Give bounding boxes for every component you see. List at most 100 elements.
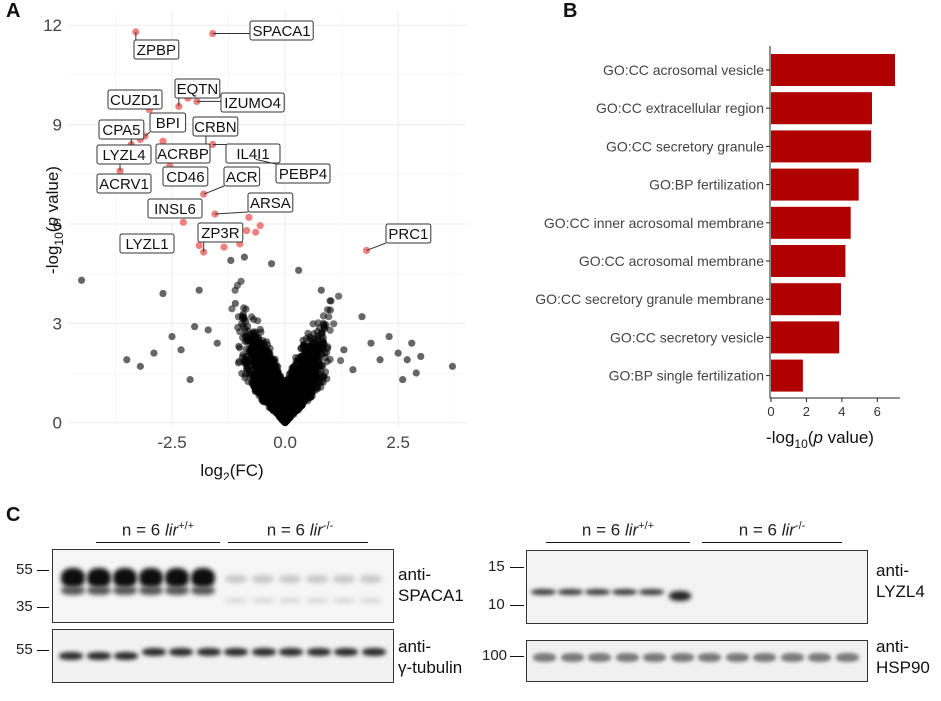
volcano-point-nonsig xyxy=(251,382,259,390)
go-x-axis-label: -log10(p value) xyxy=(766,428,874,451)
volcano-point-nonsig xyxy=(412,369,420,377)
volcano-point-nonsig xyxy=(311,377,319,385)
blot-band xyxy=(139,568,163,588)
label-anti-lyzl4: anti- LYZL4 xyxy=(876,561,925,601)
gene-label-acrbp: ACRBP xyxy=(155,143,211,164)
go-bar xyxy=(771,54,895,86)
blot-band xyxy=(835,653,859,662)
gene-label-box xyxy=(197,222,244,243)
gene-label-text: INSL6 xyxy=(154,201,196,218)
gene-label-box xyxy=(155,143,211,164)
volcano-plot: SPACA1 ZPBP EQTN CUZD1 IZUMO4 BPI CRBN CPA5 LYZL… xyxy=(43,12,466,480)
blot-lyzl4 xyxy=(526,550,868,624)
gene-label-zpbp: ZPBP xyxy=(133,31,180,60)
volcano-point-nonsig xyxy=(335,292,343,300)
volcano-point-nonsig xyxy=(204,326,212,334)
blot-band xyxy=(780,653,804,662)
volcano-point-nonsig xyxy=(195,286,203,294)
volcano-point-nonsig xyxy=(358,313,366,321)
volcano-point-nonsig xyxy=(312,342,320,350)
gene-label-box xyxy=(98,119,145,140)
gene-label-text: PEBP4 xyxy=(279,166,327,183)
right-group2-line xyxy=(702,542,842,543)
volcano-point-nonsig xyxy=(262,381,270,389)
volcano-point-nonsig xyxy=(318,374,326,382)
gene-label-box xyxy=(174,78,221,99)
blot-band xyxy=(279,648,303,656)
volcano-point-sig xyxy=(243,226,251,235)
gene-label-connector xyxy=(366,242,387,251)
blot-band xyxy=(588,653,611,662)
volcano-point-nonsig xyxy=(267,361,275,369)
volcano-point-nonsig xyxy=(123,356,131,364)
volcano-point-nonsig xyxy=(234,359,243,367)
volcano-point-nonsig xyxy=(326,297,334,305)
volcano-point-nonsig xyxy=(309,357,317,365)
mw-tick xyxy=(510,567,524,568)
blot-band xyxy=(113,586,137,595)
volcano-point-nonsig xyxy=(321,368,330,376)
blot-band xyxy=(612,589,637,595)
gene-label-box xyxy=(220,92,285,113)
y-tick-label: 12 xyxy=(43,16,62,35)
volcano-point-nonsig xyxy=(399,376,407,384)
volcano-point-nonsig xyxy=(168,332,176,341)
gene-label-box xyxy=(107,89,163,110)
go-bar xyxy=(771,359,803,392)
gene-label-box xyxy=(119,233,175,254)
gene-label-crbn: CRBN xyxy=(192,116,239,148)
gene-label-arsa: ARSA xyxy=(214,192,294,215)
right-group1-line xyxy=(546,542,690,543)
left-group2-line xyxy=(228,542,368,543)
volcano-point-sig xyxy=(195,241,203,250)
volcano-point-nonsig xyxy=(239,334,247,342)
volcano-point-nonsig xyxy=(239,310,247,318)
blot-band xyxy=(360,575,382,583)
gene-label-box xyxy=(147,198,203,219)
volcano-point-nonsig xyxy=(302,335,310,343)
volcano-point-nonsig xyxy=(376,356,384,364)
blot-band xyxy=(670,653,694,662)
gene-label-spaca1: SPACA1 xyxy=(212,20,314,41)
volcano-point-nonsig xyxy=(150,349,158,357)
blot-band xyxy=(306,598,328,603)
left-group2-header: n = 6 lir-/- xyxy=(266,520,334,540)
blot-spaca1 xyxy=(52,549,394,623)
volcano-point-nonsig xyxy=(315,356,323,364)
volcano-point-sig xyxy=(209,140,217,149)
label-anti-hsp90: anti- HSP90 xyxy=(876,637,930,677)
volcano-point-nonsig xyxy=(254,343,262,351)
volcano-point-nonsig xyxy=(312,364,320,372)
go-x-ticks: 0 2 4 6 xyxy=(767,398,881,419)
right-group2-header: n = 6 lir-/- xyxy=(738,520,806,540)
blot-band xyxy=(86,652,111,660)
gene-label-box xyxy=(249,20,314,41)
mw-55-left-top: 55 xyxy=(16,561,33,578)
volcano-point-nonsig xyxy=(394,349,402,357)
gene-label-izumo4: IZUMO4 xyxy=(196,92,285,113)
blot-band xyxy=(224,648,248,656)
volcano-point-nonsig xyxy=(320,325,328,333)
volcano-point-nonsig xyxy=(385,332,393,341)
volcano-point-sig xyxy=(193,97,201,106)
volcano-point-nonsig xyxy=(258,358,266,366)
gene-label-box xyxy=(247,192,294,213)
go-category-label: GO:BP fertilization xyxy=(649,177,764,193)
gene-label-box xyxy=(385,223,432,244)
gene-label-text: LYZL1 xyxy=(125,236,168,253)
gene-label-box xyxy=(275,163,331,184)
volcano-point-nonsig xyxy=(448,362,457,370)
blot-band xyxy=(279,598,301,603)
mw-55-left-bottom: 55 xyxy=(16,641,33,658)
blot-band xyxy=(252,575,274,583)
blot-band xyxy=(251,648,276,656)
volcano-point-nonsig xyxy=(299,371,307,379)
go-bar xyxy=(771,321,840,354)
volcano-point-nonsig xyxy=(287,408,295,416)
gene-label-lyzl4: LYZL4 xyxy=(96,144,152,171)
gene-label-pebp4: PEBP4 xyxy=(255,158,331,184)
gene-label-text: PRC1 xyxy=(388,226,428,243)
blot-band xyxy=(531,589,556,595)
volcano-nonsig-cloud xyxy=(77,253,457,427)
volcano-point-sig xyxy=(211,210,219,218)
